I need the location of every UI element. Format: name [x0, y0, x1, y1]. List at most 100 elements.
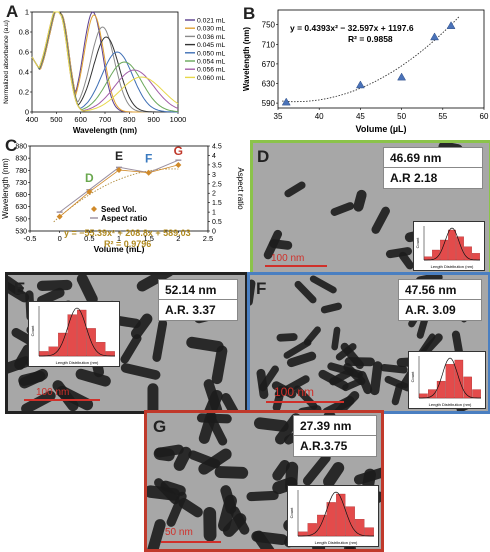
- x-tick-label-c: 0: [58, 234, 62, 243]
- x-axis-label-c: Volume (mL): [94, 244, 145, 254]
- nanorod: [276, 333, 298, 342]
- nanorod: [309, 275, 337, 294]
- x-tick-label-b: 60: [480, 112, 489, 121]
- panel-label-a: A: [6, 2, 19, 21]
- histogram-x-label: Length Distribution (nm): [56, 360, 99, 365]
- nanorod: [221, 393, 242, 411]
- y2-tick-label-c: 4.5: [212, 144, 222, 151]
- scale-bar-d: [265, 265, 327, 267]
- gaussian-fit: [424, 227, 480, 261]
- histogram-x-label: Length Distribution (nm): [429, 402, 472, 407]
- histogram-bar: [448, 229, 456, 261]
- r2-b: R² = 0.9858: [348, 34, 393, 44]
- scale-text-d: 100 nm: [271, 253, 305, 264]
- histogram-bar: [317, 514, 327, 537]
- y-tick-label-c: 680: [15, 192, 27, 199]
- nanorod: [330, 202, 355, 216]
- y2-tick-label-c: 2.5: [212, 181, 222, 188]
- y-tick-label-a: 0.8: [19, 28, 29, 37]
- scale-text-g: 50 nm: [165, 527, 193, 538]
- histogram-y-label: Count: [30, 325, 35, 337]
- tem-panel-d: D 46.69 nm A.R 2.18 100 nm Length Distri…: [250, 140, 490, 276]
- nanorod: [21, 390, 56, 411]
- nanorod: [211, 345, 228, 385]
- x-tick-label-c: -0.5: [24, 234, 37, 243]
- panel-label-g: G: [153, 417, 167, 436]
- seed-point-c: [175, 161, 182, 168]
- panel-label-c: C: [5, 136, 18, 155]
- scale-bar-f: [266, 401, 344, 403]
- nanorod: [294, 280, 317, 304]
- ar-label-f: A.R. 3.09: [398, 299, 482, 321]
- legend-label: 0.036 mL: [197, 34, 226, 41]
- panel-label-e: E: [14, 279, 26, 298]
- histogram-bar: [298, 531, 308, 537]
- y-tick-label-a: 0.2: [19, 88, 29, 97]
- nanorod: [369, 361, 383, 396]
- nanorod: [186, 336, 224, 353]
- y-axis-label-c: Wavelength (nm): [1, 158, 10, 219]
- histogram-x-label: Length Distribution (nm): [431, 264, 474, 269]
- nanorod: [56, 385, 94, 411]
- histogram-bar: [472, 253, 480, 261]
- legend-label: 0.060 mL: [197, 75, 226, 82]
- nanorod: [322, 395, 355, 411]
- histogram-bar: [307, 523, 317, 537]
- histogram-bar: [77, 309, 87, 357]
- x-tick-label-b: 40: [315, 112, 324, 121]
- histogram-bar: [39, 351, 49, 357]
- trendline-b: [282, 16, 460, 103]
- nanorod: [253, 417, 289, 432]
- y-tick-label-b: 630: [262, 80, 276, 89]
- histogram-bar: [364, 527, 374, 537]
- ar-label-d: A.R 2.18: [383, 167, 483, 189]
- panel-label-d: D: [257, 147, 270, 166]
- nanorod: [214, 466, 249, 479]
- histogram-bar: [48, 346, 58, 357]
- nanorod: [272, 459, 290, 481]
- gaussian-fit: [298, 491, 374, 537]
- legend-label: 0.045 mL: [197, 42, 226, 49]
- chart-b-wavelength-volume: 35 40 45 50 55 60 590 630 670 710 750 Volume (µL) Wa…: [242, 9, 489, 134]
- x-tick-label-c: 1.5: [143, 234, 153, 243]
- nanorod: [286, 351, 317, 368]
- nanorod: [8, 275, 24, 295]
- nanorod: [8, 356, 32, 378]
- y2-axis-label-c: Aspect ratio: [236, 167, 245, 210]
- seed-point-c: [116, 167, 122, 174]
- y-tick-label-b: 590: [262, 99, 276, 108]
- x-tick-label-b: 35: [274, 112, 283, 121]
- nanorod: [18, 370, 46, 386]
- nanorod: [173, 446, 192, 471]
- legend-label: 0.021 mL: [197, 18, 226, 25]
- x-tick-label-a: 1000: [170, 115, 187, 124]
- x-axis-label-a: Wavelength (nm): [73, 126, 137, 135]
- histogram-bar: [105, 351, 115, 357]
- seed-point-c: [56, 213, 63, 220]
- point-label-c: E: [115, 149, 123, 163]
- y-tick-label-c: 530: [15, 229, 27, 236]
- histogram-bar: [67, 314, 77, 357]
- y-tick-label-c: 880: [15, 144, 27, 151]
- x-axis-label-b: Volume (µL): [355, 124, 406, 134]
- y-axis-label-b: Wavelength (nm): [242, 27, 251, 91]
- x-tick-label-a: 600: [74, 115, 87, 124]
- y-tick-label-c: 580: [15, 216, 27, 223]
- histogram-bar: [345, 506, 355, 537]
- seed-point-c: [86, 188, 93, 195]
- y-tick-label-a: 0.6: [19, 48, 29, 57]
- x-tick-label-a: 400: [26, 115, 39, 124]
- histogram-bar: [419, 393, 428, 399]
- nanorod: [154, 478, 180, 505]
- histogram-bar: [463, 376, 472, 399]
- point-label-c: D: [85, 171, 94, 185]
- scale-text-f: 100 nm: [274, 385, 315, 399]
- point-label-c: G: [174, 144, 183, 158]
- x-tick-label-c: 0.5: [84, 234, 94, 243]
- x-tick-label-c: 1: [117, 234, 121, 243]
- nanorod: [320, 302, 342, 314]
- histogram-bar: [355, 519, 365, 537]
- data-point-b: [430, 32, 439, 41]
- nanorod: [420, 333, 443, 357]
- histogram-bar: [456, 236, 464, 261]
